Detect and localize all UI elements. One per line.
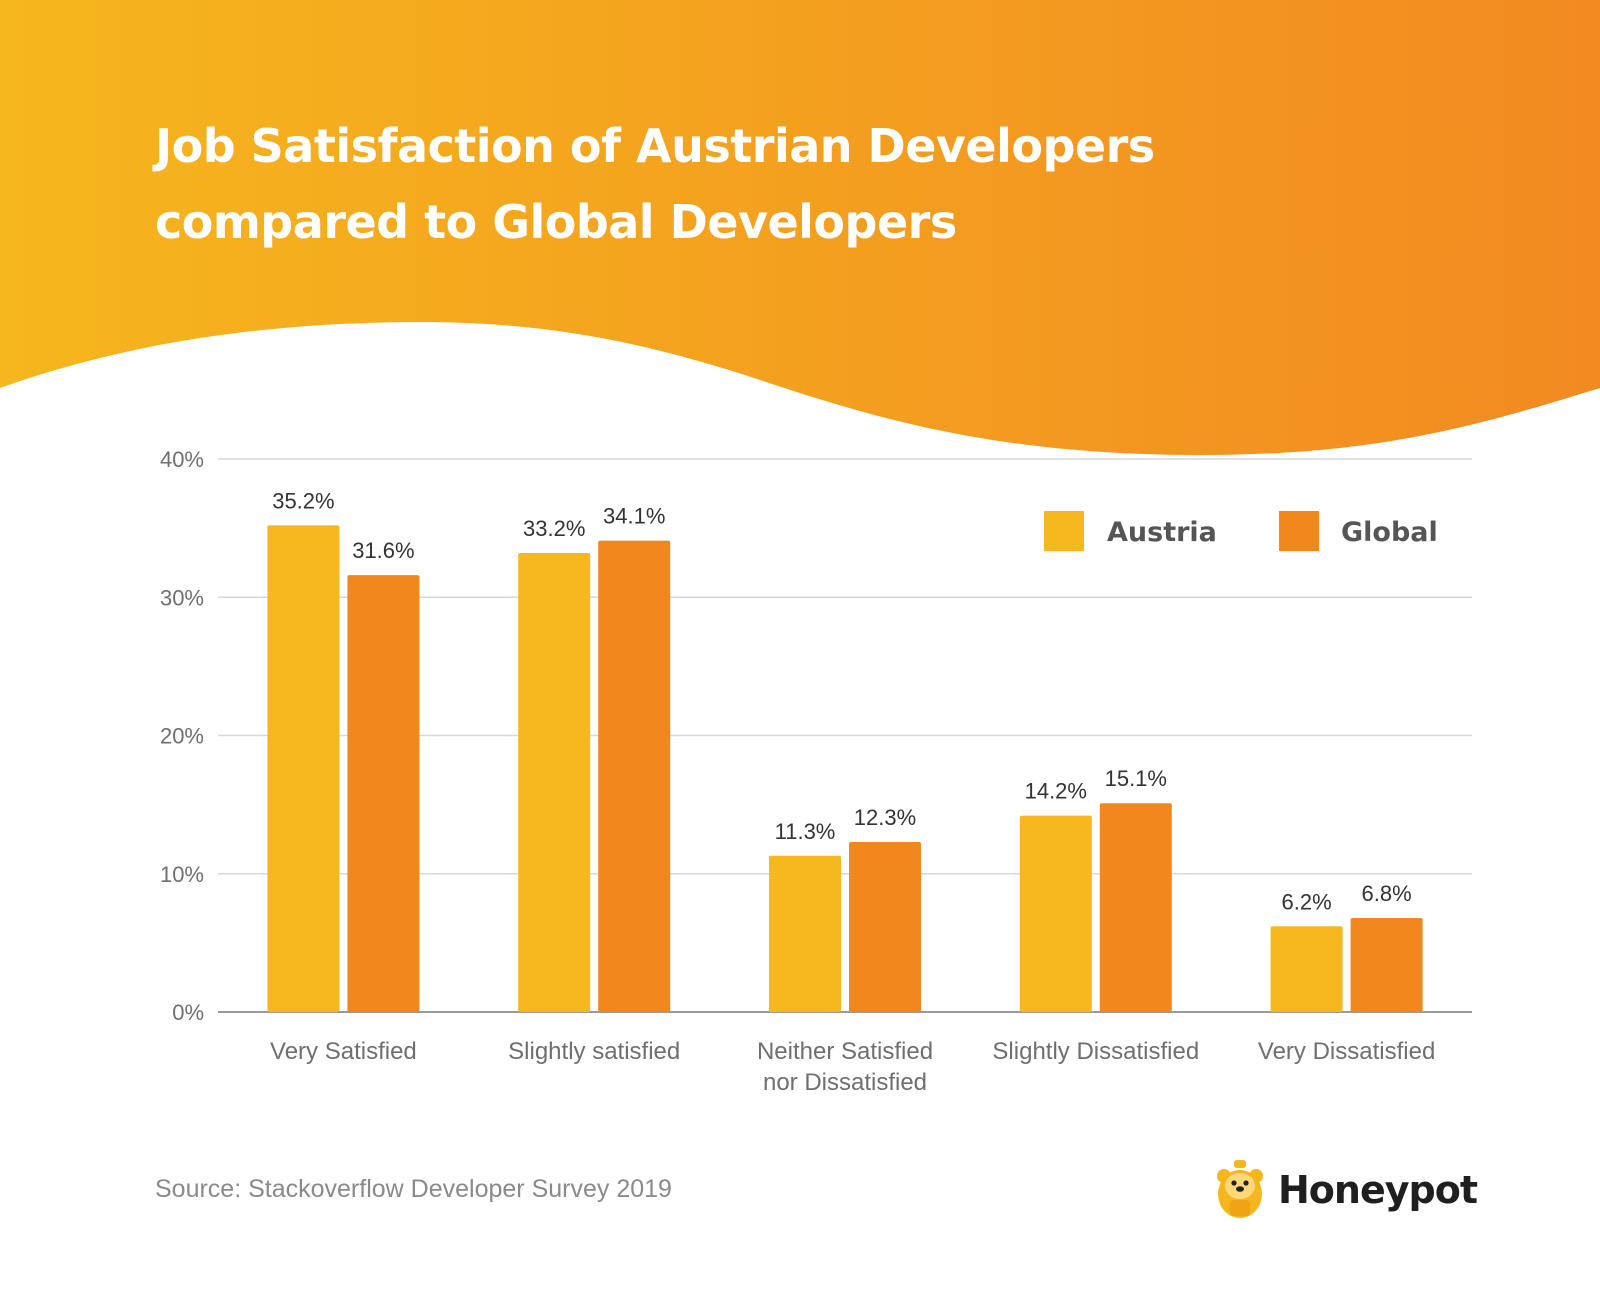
y-tick-label: 20% — [160, 724, 204, 749]
legend-label-austria: Austria — [1107, 517, 1217, 548]
bar-austria — [518, 553, 591, 1012]
bars — [267, 525, 1423, 1012]
bar-austria — [769, 855, 841, 1012]
legend-swatch-austria — [1044, 511, 1084, 551]
legend-label-global: Global — [1341, 517, 1438, 548]
x-category-label-line: Slightly satisfied — [508, 1038, 680, 1065]
x-category-label: Very Satisfied — [270, 1038, 417, 1065]
data-label: 6.8% — [1362, 881, 1412, 906]
y-tick-label: 0% — [172, 1000, 204, 1025]
chart-title-line-2: compared to Global Developers — [155, 195, 957, 249]
legend-swatch-global — [1279, 511, 1319, 551]
bar-austria — [267, 525, 340, 1012]
data-label: 14.2% — [1025, 779, 1087, 804]
y-tick-label: 40% — [160, 447, 204, 472]
data-label: 31.6% — [352, 538, 414, 563]
data-label: 15.1% — [1105, 766, 1167, 791]
y-tick-label: 10% — [160, 862, 204, 887]
bar-global — [347, 575, 420, 1012]
source-note: Source: Stackoverflow Developer Survey 2… — [155, 1175, 672, 1203]
honeypot-bear-icon — [1217, 1160, 1263, 1218]
bar-austria — [1019, 815, 1092, 1012]
x-category-label: Very Dissatisfied — [1258, 1038, 1435, 1065]
x-category-label-line: Neither Satisfied — [757, 1038, 933, 1065]
header-wave — [0, 0, 1600, 455]
x-axis-categories: Very Satisfied Slightly satisfied Neither … — [270, 1038, 1435, 1096]
header-background — [0, 0, 1600, 455]
bar-global — [1350, 917, 1423, 1012]
chart-title: Job Satisfaction of Austrian Developers … — [155, 108, 1155, 260]
data-label: 34.1% — [603, 504, 665, 529]
x-category-label-line: Very Satisfied — [270, 1038, 417, 1065]
bar-global — [849, 841, 921, 1012]
bar-global — [1099, 803, 1172, 1012]
logo-wordmark: Honeypot — [1278, 1168, 1478, 1212]
y-axis-ticks: 0% 10% 20% 30% 40% — [160, 447, 204, 1025]
y-tick-label: 30% — [160, 585, 204, 610]
chart-title-line-1: Job Satisfaction of Austrian Developers — [155, 119, 1155, 173]
legend: Austria Global — [1044, 511, 1438, 551]
x-category-label: Slightly satisfied — [508, 1038, 680, 1065]
x-category-label-line: Slightly Dissatisfied — [992, 1038, 1199, 1065]
x-category-label-line: nor Dissatisfied — [763, 1069, 927, 1096]
gridlines — [218, 458, 1472, 1013]
data-labels: 35.2% 31.6% 33.2% 34.1% 11.3% 12.3% 14.2% 15.1%… — [272, 488, 1411, 914]
bar-global — [598, 540, 671, 1012]
x-category-label-line: Very Dissatisfied — [1258, 1038, 1435, 1065]
data-label: 11.3% — [775, 819, 836, 844]
data-label: 6.2% — [1282, 889, 1332, 914]
honeypot-logo: Honeypot — [1212, 1158, 1478, 1222]
x-category-label: Neither Satisfied nor Dissatisfied — [757, 1038, 933, 1096]
x-category-label: Slightly Dissatisfied — [992, 1038, 1199, 1065]
bar-chart: 0% 10% 20% 30% 40% 35.2% 31.6% 33.2% 34.1% 11.3%… — [160, 447, 1472, 1096]
data-label: 12.3% — [854, 805, 916, 830]
data-label: 33.2% — [523, 516, 585, 541]
data-label: 35.2% — [272, 488, 334, 513]
bar-austria — [1270, 926, 1343, 1012]
